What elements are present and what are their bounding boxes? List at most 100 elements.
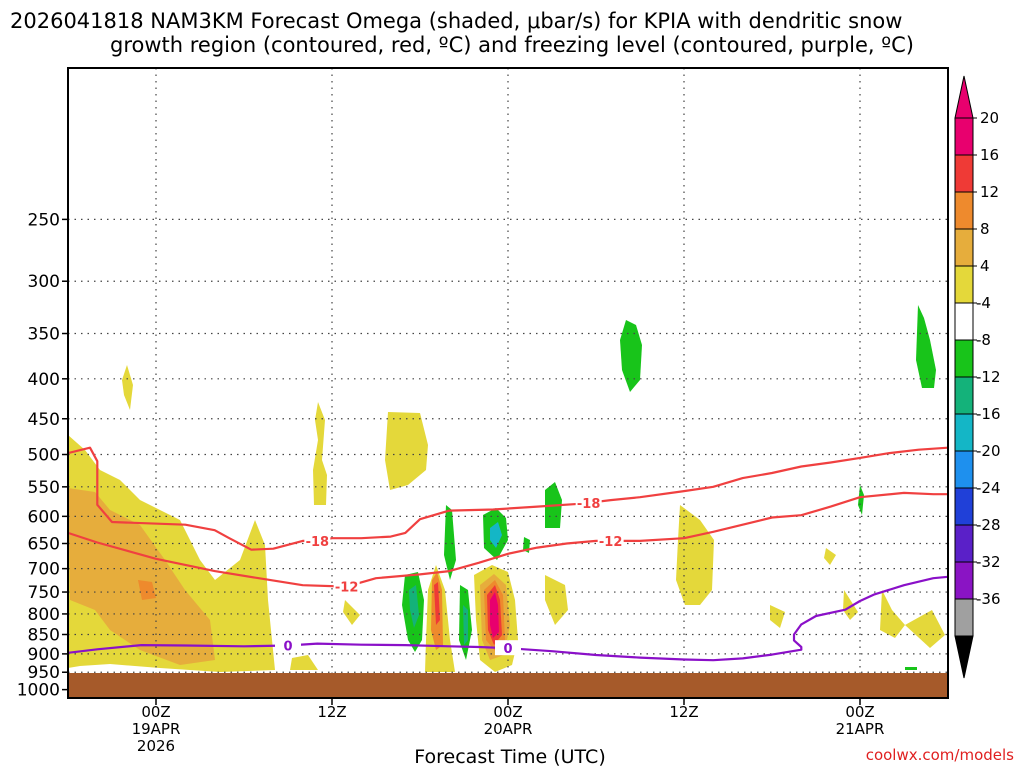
- y-tick-label: 250: [28, 210, 60, 230]
- colorbar-label: -12: [976, 368, 1001, 386]
- omega-region-yellow-7: [824, 548, 836, 565]
- x-tick-label: 12Z: [317, 703, 346, 721]
- colorbar-swatch: [954, 376, 974, 415]
- colorbar-label: 8: [980, 220, 990, 238]
- colorbar-label: -20: [976, 442, 1001, 460]
- credit-text: coolwx.com/models: [866, 746, 1014, 764]
- y-tick-label: 750: [28, 583, 60, 603]
- x-tick-label: 20APR: [484, 720, 533, 738]
- colorbar-swatch: [954, 154, 974, 193]
- omega-region-yellow-3: [385, 412, 428, 490]
- colorbar-swatch: [954, 228, 974, 267]
- y-tick-label: 800: [28, 605, 60, 625]
- omega-region-yellow-6: [676, 505, 714, 605]
- omega-region-green-9: [858, 485, 864, 515]
- gridlines: [68, 68, 948, 698]
- y-tick-label: 650: [28, 534, 60, 554]
- colorbar-label: -28: [976, 516, 1001, 534]
- omega-region-darkorange-left: [138, 580, 156, 600]
- colorbar-swatch: [954, 487, 974, 526]
- contour-label-bg: [597, 532, 624, 548]
- contour-label-bg: [275, 637, 301, 653]
- y-tick-label: 450: [28, 410, 60, 430]
- contour-label-bg: [575, 494, 602, 510]
- colorbar-swatch: [954, 265, 974, 304]
- chart-title-line1: 2026041818 NAM3KM Forecast Omega (shaded…: [10, 9, 902, 33]
- colorbar-swatch: [954, 339, 974, 378]
- y-tick-label: 1000: [17, 681, 60, 701]
- omega-region-teal-1: [409, 585, 419, 628]
- y-tick-label: 600: [28, 507, 60, 527]
- ground-surface: [68, 673, 948, 698]
- colorbar-label: -36: [976, 590, 1001, 608]
- contour-line-0: [68, 446, 948, 551]
- y-tick-label: 500: [28, 446, 60, 466]
- y-tick-label: 400: [28, 370, 60, 390]
- colorbar-top-arrow: [954, 75, 974, 119]
- colorbar-label: -4: [976, 294, 991, 312]
- colorbar-label: 20: [980, 109, 999, 127]
- colorbar: 20 16 12 8 4 -4 -8 -12 -16 -20 -24 -28 -32 -36: [954, 75, 1001, 679]
- contour-label-bg: [304, 532, 331, 548]
- omega-region-yellow-11: [770, 605, 785, 628]
- x-tick-label: 00Z: [845, 703, 874, 721]
- x-tick-label: 21APR: [836, 720, 885, 738]
- y-tick-label: 700: [28, 560, 60, 580]
- y-tick-label: 850: [28, 625, 60, 645]
- colorbar-bottom-arrow: [954, 635, 974, 679]
- omega-region-yellow-9: [880, 590, 905, 638]
- omega-region-yellow-8: [843, 590, 858, 620]
- omega-region-yellow-5: [290, 655, 318, 670]
- colorbar-swatch: [954, 413, 974, 452]
- colorbar-label: 16: [980, 146, 999, 164]
- contours: -18 -18 -12 -12 0 0: [68, 446, 948, 662]
- y-tick-label: 350: [28, 325, 60, 345]
- y-tick-label: 950: [28, 663, 60, 683]
- contour-label-bg: [333, 578, 360, 594]
- colorbar-label: 12: [980, 183, 999, 201]
- x-tick-label: 00Z: [493, 703, 522, 721]
- colorbar-label: 4: [980, 257, 990, 275]
- omega-shading: [68, 305, 945, 672]
- contour-label: 0: [503, 642, 512, 657]
- omega-region-yellow-10: [905, 610, 945, 648]
- contour-label: -12: [335, 581, 359, 596]
- x-axis-label: Forecast Time (UTC): [414, 746, 605, 768]
- colorbar-label: -8: [976, 331, 991, 349]
- omega-region-teal-3: [463, 605, 468, 645]
- x-tick-label: 2026: [137, 737, 175, 755]
- colorbar-label: -16: [976, 405, 1001, 423]
- colorbar-label: -32: [976, 553, 1001, 571]
- omega-region-orange-left: [68, 488, 215, 665]
- omega-region-green-10: [905, 667, 917, 670]
- colorbar-swatch: [954, 598, 974, 637]
- colorbar-swatch: [954, 117, 974, 156]
- colorbar-label: -24: [976, 479, 1001, 497]
- omega-region-yellow-4: [343, 600, 360, 625]
- y-tick-label: 300: [28, 272, 60, 292]
- y-tick-label: 550: [28, 478, 60, 498]
- colorbar-swatch: [954, 561, 974, 600]
- colorbar-swatch: [954, 302, 974, 341]
- colorbar-swatch: [954, 524, 974, 563]
- contour-label: -12: [599, 535, 623, 550]
- contour-label-bg: [495, 640, 521, 656]
- omega-region-green-2: [444, 505, 456, 580]
- omega-region-magenta-center-b: [490, 592, 499, 638]
- contour-label: -18: [306, 535, 330, 550]
- omega-region-yellow-1: [122, 365, 133, 410]
- omega-region-yellow-12: [545, 575, 568, 625]
- contour-label: -18: [577, 497, 601, 512]
- colorbar-swatch: [954, 191, 974, 230]
- colorbar-swatch: [954, 450, 974, 489]
- contour-line-1: [68, 491, 948, 588]
- omega-region-green-8: [916, 305, 936, 388]
- contour-label: 0: [283, 639, 292, 654]
- omega-region-yellow-2: [313, 402, 327, 505]
- chart-title-line2: growth region (contoured, red, ºC) and f…: [110, 33, 914, 57]
- x-tick-label: 12Z: [669, 703, 698, 721]
- x-tick-label: 00Z: [141, 703, 170, 721]
